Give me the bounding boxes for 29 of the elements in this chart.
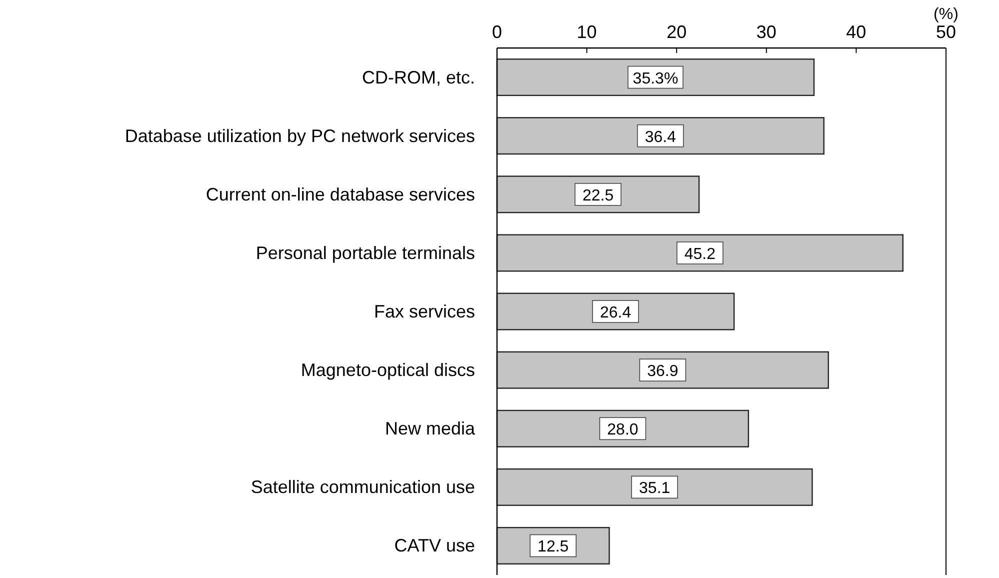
y-tick-label: New media [384, 418, 476, 439]
data-label: 28.0 [607, 422, 638, 439]
data-label: 22.5 [582, 187, 614, 204]
x-tick-label: 30 [756, 22, 776, 42]
data-label: 12.5 [538, 538, 569, 556]
data-label: 36.4 [644, 128, 676, 146]
data-label: 35.1 [639, 480, 670, 498]
bar [496, 351, 829, 389]
y-tick-label: Magneto-optical discs [300, 360, 475, 380]
y-tick-label: Personal portable terminals [256, 242, 475, 263]
data-label: 36.9 [647, 363, 678, 380]
y-tick-label: Satellite communication use [250, 477, 475, 498]
x-tick-label: 20 [666, 22, 687, 42]
x-tick-label: 0 [492, 22, 502, 42]
data-label: 35.3% [632, 70, 678, 88]
y-tick-label: CD-ROM, etc. [362, 67, 475, 88]
data-label: 45.2 [684, 246, 716, 263]
y-tick-label: Database utilization by PC network services [124, 126, 475, 146]
x-tick-label: 50 [936, 22, 956, 42]
y-tick-label: CATV use [394, 536, 475, 556]
y-tick-label: Current on-line database services [206, 184, 475, 204]
x-axis-title: (%) [934, 6, 958, 23]
bar [496, 117, 824, 155]
data-label: 26.4 [600, 304, 632, 322]
bar [496, 468, 813, 506]
x-tick-label: 10 [576, 22, 597, 42]
bar [496, 234, 904, 272]
x-tick-label: 40 [846, 22, 866, 42]
y-tick-label: Fax services [374, 302, 475, 322]
